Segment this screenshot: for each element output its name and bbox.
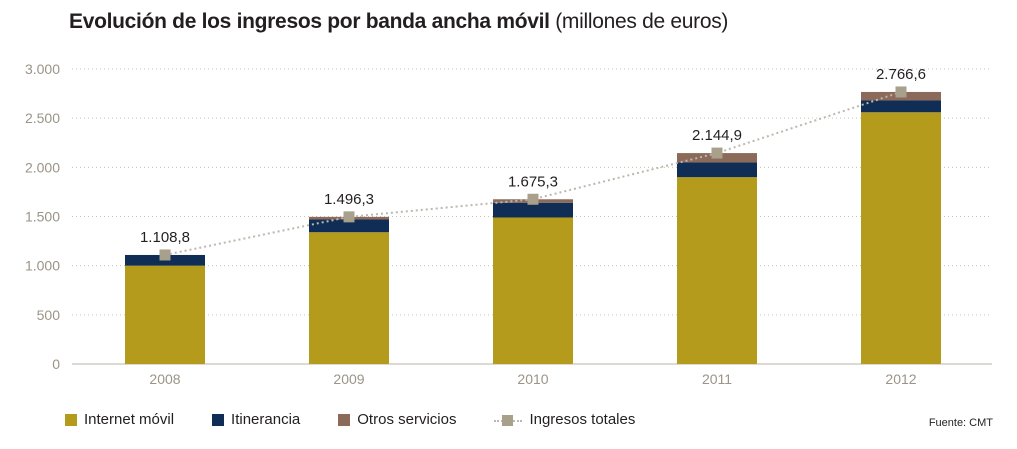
bar-2009-series-0 xyxy=(309,232,389,364)
x-tick-label: 2008 xyxy=(149,371,180,387)
legend-label-otros: Otros servicios xyxy=(357,411,457,428)
total-marker-2009 xyxy=(343,211,355,223)
total-data-label: 2.766,6 xyxy=(876,66,926,83)
y-tick-label: 2.500 xyxy=(25,110,60,126)
total-data-label: 1.675,3 xyxy=(508,173,558,190)
total-data-label: 1.496,3 xyxy=(324,191,374,208)
y-tick-label: 2.000 xyxy=(25,159,60,175)
bar-2010-series-1 xyxy=(493,202,573,218)
total-line xyxy=(164,91,902,256)
y-tick-label: 500 xyxy=(37,307,61,323)
total-marker-2008 xyxy=(159,249,171,261)
legend-item-itinerancia: Itinerancia xyxy=(212,411,300,428)
bar-2010-series-0 xyxy=(493,217,573,364)
x-tick-label: 2011 xyxy=(702,371,732,387)
total-marker-2010 xyxy=(527,193,539,205)
legend-label-itinerancia: Itinerancia xyxy=(231,411,301,428)
chart-title-main: Evolución de los ingresos por banda anch… xyxy=(69,10,550,33)
total-data-label: 2.144,9 xyxy=(692,127,742,144)
bar-2011-series-0 xyxy=(677,177,757,364)
legend-item-total: Ingresos totales xyxy=(494,411,635,428)
x-tick-label: 2012 xyxy=(885,371,916,387)
chart-title-unit: (millones de euros) xyxy=(555,10,729,33)
chart-legend: Internet móvil Itinerancia Otros servici… xyxy=(65,411,673,428)
source-note: Fuente: CMT xyxy=(928,417,993,429)
bar-2012-series-0 xyxy=(861,112,941,365)
legend-label-total: Ingresos totales xyxy=(529,411,636,428)
y-tick-label: 0 xyxy=(52,356,60,372)
chart-area: 0 500 1.000 1.500 2.000 2.500 3.000 2008 2009 201… xyxy=(25,61,992,387)
legend-item-internet: Internet móvil xyxy=(65,411,174,428)
total-data-label: 1.108,8 xyxy=(140,229,190,246)
y-tick-label: 1.000 xyxy=(25,258,60,274)
legend-swatch-itinerancia xyxy=(212,413,225,426)
legend-swatch-total xyxy=(494,414,523,426)
chart-title: Evolución de los ingresos por banda anch… xyxy=(69,10,728,34)
legend-label-internet: Internet móvil xyxy=(84,411,175,428)
y-tick-label: 1.500 xyxy=(25,209,60,225)
bar-2012-series-1 xyxy=(861,100,941,113)
bar-2008-series-0 xyxy=(125,265,205,364)
legend-swatch-internet xyxy=(65,413,77,426)
x-tick-label: 2009 xyxy=(333,371,364,387)
y-tick-label: 3.000 xyxy=(25,61,60,77)
bar-2011-series-1 xyxy=(677,162,757,178)
bar-2009-series-1 xyxy=(309,219,389,233)
total-marker-2011 xyxy=(711,147,723,159)
total-marker-2012 xyxy=(895,86,907,98)
x-tick-label: 2010 xyxy=(517,371,548,387)
legend-item-otros: Otros servicios xyxy=(338,411,456,428)
legend-swatch-otros xyxy=(338,413,351,426)
